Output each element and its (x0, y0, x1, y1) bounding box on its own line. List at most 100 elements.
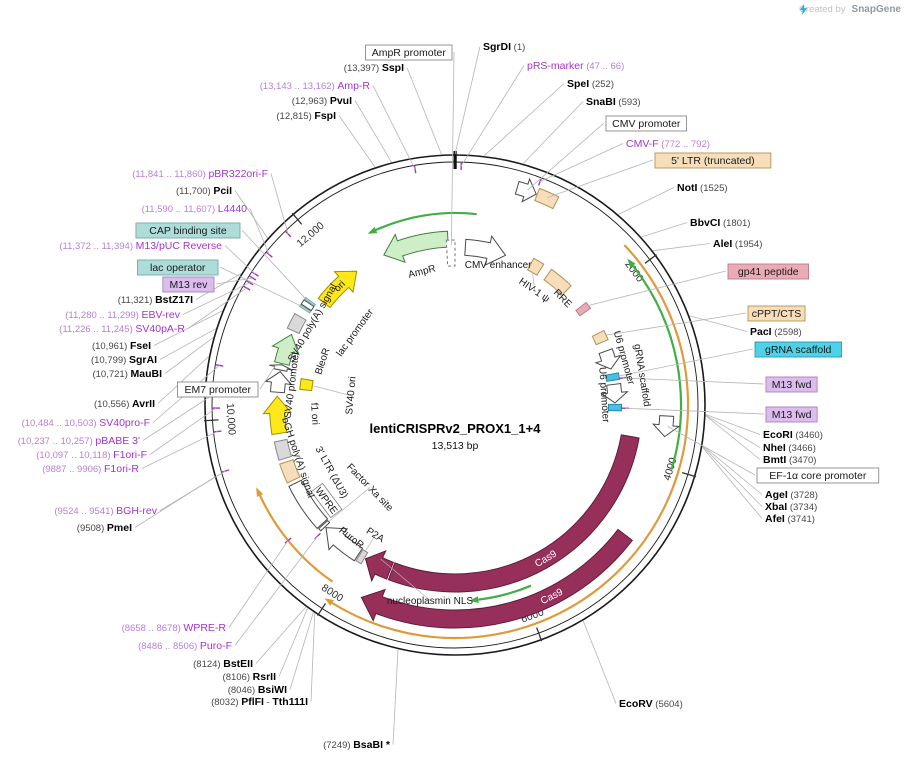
feature-label-ef-1-core-promoter[interactable]: EF-1α core promoter (756, 467, 880, 484)
feature-label-ampr-promoter[interactable]: AmpR promoter (365, 44, 453, 61)
feature-label-cppt-cts[interactable]: cPPT/CTS (747, 305, 806, 322)
feature-label-grna-scaffold[interactable]: gRNA scaffold (754, 341, 842, 358)
primer-label-11-590-11-607-l4440[interactable]: (11,590 .. 11,607) L4440 (142, 203, 248, 215)
primer-label-8658-8678-wpre-r[interactable]: (8658 .. 8678) WPRE-R (122, 622, 227, 634)
primer-tick-11383[interactable] (251, 271, 259, 277)
site-label-paci-2598[interactable]: PacI (2598) (750, 326, 802, 338)
site-label-alei-1954[interactable]: AleI (1954) (713, 238, 762, 250)
feature-inner-label-sv40-ori[interactable]: SV40 ori (344, 376, 358, 415)
site-label-8106-rsrii[interactable]: (8106) RsrII (223, 671, 277, 683)
site-label-xbai-3734[interactable]: XbaI (3734) (765, 501, 817, 513)
primer-tick-9532[interactable] (221, 469, 230, 473)
feature-label-5-ltr-truncated[interactable]: 5' LTR (truncated) (654, 152, 772, 169)
primer-label-13-143-13-162-amp-r[interactable]: (13,143 .. 13,162) Amp-R (260, 80, 371, 92)
site-label-13-397-sspi[interactable]: (13,397) SspI (344, 62, 404, 74)
feature-gp41-peptide[interactable] (575, 301, 592, 317)
feature-label-cmv-promoter[interactable]: CMV promoter (605, 115, 688, 132)
feature-wpre[interactable] (288, 479, 329, 530)
feature-rre[interactable] (543, 268, 572, 296)
feature-grna-scaffold-2[interactable] (607, 403, 623, 412)
feature-hiv-1-psi[interactable] (526, 257, 545, 276)
feature-label-m13-rev[interactable]: M13 rev (162, 276, 215, 293)
feature-cmv-promoter[interactable] (514, 177, 537, 203)
primer-tick-11235[interactable] (242, 285, 251, 291)
orf-top-arrow[interactable] (367, 211, 477, 234)
site-label-10-961-fsei[interactable]: (10,961) FseI (92, 340, 151, 352)
site-label-11-700-pcii[interactable]: (11,700) PciI (176, 185, 232, 197)
feature-inner-label-rre[interactable]: RRE (551, 287, 574, 310)
primer-label-11-280-11-299-ebv-rev[interactable]: (11,280 .. 11,299) EBV-rev (65, 309, 180, 321)
feature-cppt-cts[interactable] (591, 329, 609, 346)
orf-bottom-green-arrow[interactable] (469, 584, 532, 603)
primer-label-11-226-11-245-sv40pa-r[interactable]: (11,226 .. 11,245) SV40pA-R (59, 323, 185, 335)
site-label-8046-bsiwi[interactable]: (8046) BsiWI (228, 684, 287, 696)
primer-tick-10493[interactable] (215, 364, 224, 367)
primer-label-11-372-11-394-m13-puc-reverse[interactable]: (11,372 .. 11,394) M13/pUC Reverse (59, 240, 222, 252)
feature-label-m13-fwd[interactable]: M13 fwd (765, 406, 818, 423)
feature-f1-ori[interactable] (262, 395, 293, 436)
feature-label-em7-promoter[interactable]: EM7 promoter (176, 381, 259, 398)
site-label-7249-bsabi[interactable]: (7249) BsaBI * (323, 739, 391, 751)
primer-label-11-841-11-860-pbr322ori-f[interactable]: (11,841 .. 11,860) pBR322ori-F (132, 168, 268, 180)
feature-inner-label-lac-promoter[interactable]: lac promoter (335, 307, 377, 359)
feature-ampr[interactable] (383, 230, 449, 264)
feature-sv40-ori[interactable] (299, 378, 314, 392)
primer-label-8486-8506-puro-f[interactable]: (8486 .. 8506) Puro-F (138, 640, 232, 652)
site-label-11-321-bstz17i[interactable]: (11,321) BstZ17I (118, 294, 193, 306)
site-label-9508-pmei[interactable]: (9508) PmeI (77, 522, 132, 534)
feature-nucleoplasmin-nls[interactable] (364, 549, 394, 583)
feature-factor-xa-site[interactable] (317, 519, 331, 532)
site-label-agei-3728[interactable]: AgeI (3728) (765, 489, 818, 501)
site-label-bmti-3470[interactable]: BmtI (3470) (763, 454, 816, 466)
site-label-bbvci-1801[interactable]: BbvCI (1801) (690, 217, 750, 229)
feature-5-ltr-truncated[interactable] (534, 187, 560, 210)
feature-inner-label-bleor[interactable]: BleoR (313, 347, 332, 376)
orf-right-long-arrow[interactable] (324, 244, 690, 640)
site-label-8124-bsteii[interactable]: (8124) BstEII (193, 658, 253, 670)
site-label-12-963-pvui[interactable]: (12,963) PvuI (292, 95, 352, 107)
primer-tick-11598[interactable] (265, 251, 273, 258)
primer-tick-8496[interactable] (314, 532, 321, 540)
site-label-spei-252[interactable]: SpeI (252) (567, 78, 614, 90)
site-label-noti-1525[interactable]: NotI (1525) (677, 182, 728, 194)
feature-ampr-promoter[interactable] (445, 239, 456, 267)
site-label-snabi-593[interactable]: SnaBI (593) (586, 96, 641, 108)
primer-label-10-097-10-118-f1ori-f[interactable]: (10,097 .. 10,118) F1ori-F (36, 449, 147, 461)
feature-p2a[interactable] (355, 549, 369, 565)
orf-bottom-left-arrow[interactable] (256, 487, 334, 583)
site-label-ecorv-5604[interactable]: EcoRV (5604) (619, 698, 683, 710)
site-label-sgrdi-1[interactable]: SgrDI (1) (483, 41, 525, 53)
feature-u6-promoter-1[interactable] (594, 348, 622, 370)
primer-label-10-237-10-257-pbabe-3[interactable]: (10,237 .. 10,257) pBABE 3' (18, 435, 140, 447)
primer-label-10-484-10-503-sv40pro-f[interactable]: (10,484 .. 10,503) SV40pro-F (22, 417, 150, 429)
site-label-afei-3741[interactable]: AfeI (3741) (765, 513, 815, 525)
feature-label-m13-fwd[interactable]: M13 fwd (765, 376, 818, 393)
feature-label-lac-operator[interactable]: lac operator (136, 259, 219, 276)
site-label-nhei-3466[interactable]: NheI (3466) (763, 442, 816, 454)
feature-inner-label-p2a[interactable]: P2A (364, 526, 386, 545)
site-label-10-556-avrii[interactable]: (10,556) AvrII (94, 398, 155, 410)
feature-inner-label-cmv-enhancer[interactable]: CMV enhancer (465, 260, 532, 271)
feature-inner-label-f1-ori[interactable]: f1 ori (308, 402, 320, 425)
feature-cas9-inner[interactable] (387, 434, 640, 593)
feature-label-gp41-peptide[interactable]: gp41 peptide (727, 263, 810, 280)
site-label-ecori-3460[interactable]: EcoRI (3460) (763, 429, 823, 441)
feature-3-ltr-delta-u3[interactable] (279, 459, 301, 484)
feature-puror[interactable] (325, 527, 364, 562)
feature-cmv-enhancer[interactable] (464, 234, 507, 266)
primer-label-prs-marker-47-66[interactable]: pRS-marker (47 .. 66) (527, 60, 624, 72)
feature-bgh-polya-signal[interactable] (273, 438, 293, 461)
orf-right-green-arrow[interactable] (627, 258, 683, 470)
feature-lac-promoter[interactable] (300, 299, 315, 312)
site-label-12-815-fspi[interactable]: (12,815) FspI (276, 110, 336, 122)
feature-grna-scaffold-1[interactable] (605, 372, 621, 382)
feature-cap-binding-site[interactable] (303, 296, 317, 307)
feature-inner-label-u6-promoter[interactable]: U6 promoter (596, 367, 611, 424)
feature-cas9-outer[interactable] (360, 528, 634, 629)
feature-ori[interactable] (317, 270, 358, 309)
feature-inner-label-ampr[interactable]: AmpR (407, 263, 437, 280)
primer-label-cmv-f-772-792[interactable]: CMV-F (772 .. 792) (626, 138, 710, 150)
primer-label-9887-9906-f1ori-r[interactable]: (9887 .. 9906) F1ori-R (42, 463, 139, 475)
primer-tick-782[interactable] (537, 177, 543, 186)
feature-u6-promoter-2[interactable] (600, 382, 629, 404)
